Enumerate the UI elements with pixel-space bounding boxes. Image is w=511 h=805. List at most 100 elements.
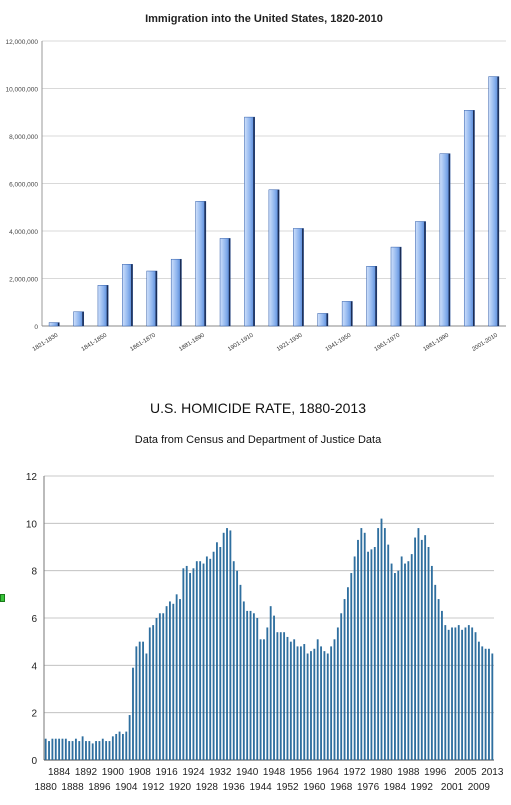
bar-shadow <box>472 110 475 326</box>
bar <box>192 568 195 760</box>
y-tick-label: 4 <box>31 661 37 672</box>
y-tick-label: 8 <box>31 567 37 578</box>
bar <box>377 528 380 760</box>
bar <box>488 76 500 327</box>
bar <box>44 738 47 760</box>
x-tick-label: 1941-1950 <box>325 332 353 353</box>
bar <box>286 636 289 760</box>
x-tick-label: 1984 <box>384 782 407 793</box>
bar <box>216 542 218 760</box>
bar <box>169 601 171 760</box>
y-tick-label: 6 <box>31 614 37 625</box>
bar <box>162 613 165 760</box>
bar <box>439 153 451 327</box>
x-tick-label: 1960 <box>303 782 326 793</box>
bar <box>48 322 60 327</box>
bar <box>71 741 74 760</box>
chart-title: Immigration into the United States, 1820… <box>145 13 383 25</box>
bar <box>461 629 464 760</box>
x-tick-label: 1904 <box>115 782 138 793</box>
x-tick-label: 1888 <box>61 782 84 793</box>
bar <box>155 618 158 760</box>
bar <box>350 573 353 760</box>
bar-shadow <box>326 313 328 326</box>
bar <box>195 201 207 327</box>
bar <box>387 544 390 760</box>
x-tick-label: 1901-1910 <box>227 332 255 353</box>
bar <box>407 561 410 760</box>
bar <box>121 733 124 760</box>
bar <box>380 518 383 760</box>
bar <box>135 646 138 760</box>
bar <box>410 554 413 760</box>
bar-shadow <box>106 285 109 326</box>
bar <box>268 189 280 327</box>
y-tick-label: 4,000,000 <box>9 229 38 236</box>
bar <box>61 738 64 760</box>
bar <box>481 646 484 760</box>
bar <box>252 613 255 760</box>
bar-shadow <box>82 311 84 326</box>
bar <box>81 736 84 760</box>
bar <box>185 565 188 760</box>
bar <box>471 627 474 760</box>
bar <box>346 587 349 760</box>
bar-shadow <box>302 228 304 326</box>
bar-shadow <box>497 76 499 326</box>
x-tick-label: 2009 <box>468 782 491 793</box>
bar <box>444 625 447 760</box>
bar <box>488 648 490 760</box>
bar <box>138 641 141 760</box>
bar <box>122 264 133 327</box>
bar <box>316 639 319 760</box>
bar <box>454 627 457 760</box>
bar <box>317 313 329 327</box>
x-tick-label: 2013 <box>481 767 504 778</box>
bar <box>146 270 158 327</box>
bar <box>148 627 151 760</box>
bar <box>78 741 81 760</box>
bar <box>58 738 61 760</box>
x-tick-label: 1996 <box>424 767 447 778</box>
immigration-chart-svg: Immigration into the United States, 1820… <box>5 13 506 353</box>
bar <box>336 627 339 760</box>
bar-shadow <box>155 271 158 326</box>
bar <box>451 627 453 760</box>
x-tick-label: 1968 <box>330 782 353 793</box>
bar <box>263 639 265 760</box>
bar <box>212 551 215 760</box>
bar <box>397 570 400 760</box>
x-tick-label: 2001 <box>441 782 464 793</box>
x-tick-label: 1841-1850 <box>81 332 109 353</box>
bar <box>484 648 487 760</box>
resize-handle[interactable] <box>0 594 5 602</box>
x-tick-label: 1936 <box>223 782 246 793</box>
y-tick-label: 2,000,000 <box>9 277 38 284</box>
bar <box>447 629 450 760</box>
bar <box>132 667 134 760</box>
y-tick-label: 10 <box>26 519 38 530</box>
bar <box>68 741 71 760</box>
bar <box>464 627 467 760</box>
bar <box>152 625 155 760</box>
x-tick-label: 1952 <box>276 782 299 793</box>
x-tick-label: 1932 <box>209 767 232 778</box>
bar <box>303 644 306 760</box>
x-tick-label: 1916 <box>155 767 178 778</box>
bar <box>226 528 228 760</box>
bar <box>474 632 477 760</box>
bar <box>118 731 121 760</box>
bar <box>417 528 420 760</box>
y-tick-label: 2 <box>31 709 37 720</box>
bar <box>491 653 494 760</box>
x-tick-label: 1948 <box>263 767 286 778</box>
bar <box>293 228 304 327</box>
bar <box>64 738 67 760</box>
x-tick-label: 1992 <box>411 782 434 793</box>
x-tick-label: 1944 <box>249 782 272 793</box>
bar-shadow <box>253 117 255 327</box>
bar <box>179 599 181 760</box>
bar <box>343 599 346 760</box>
x-tick-label: 1988 <box>397 767 420 778</box>
bar <box>175 594 178 760</box>
